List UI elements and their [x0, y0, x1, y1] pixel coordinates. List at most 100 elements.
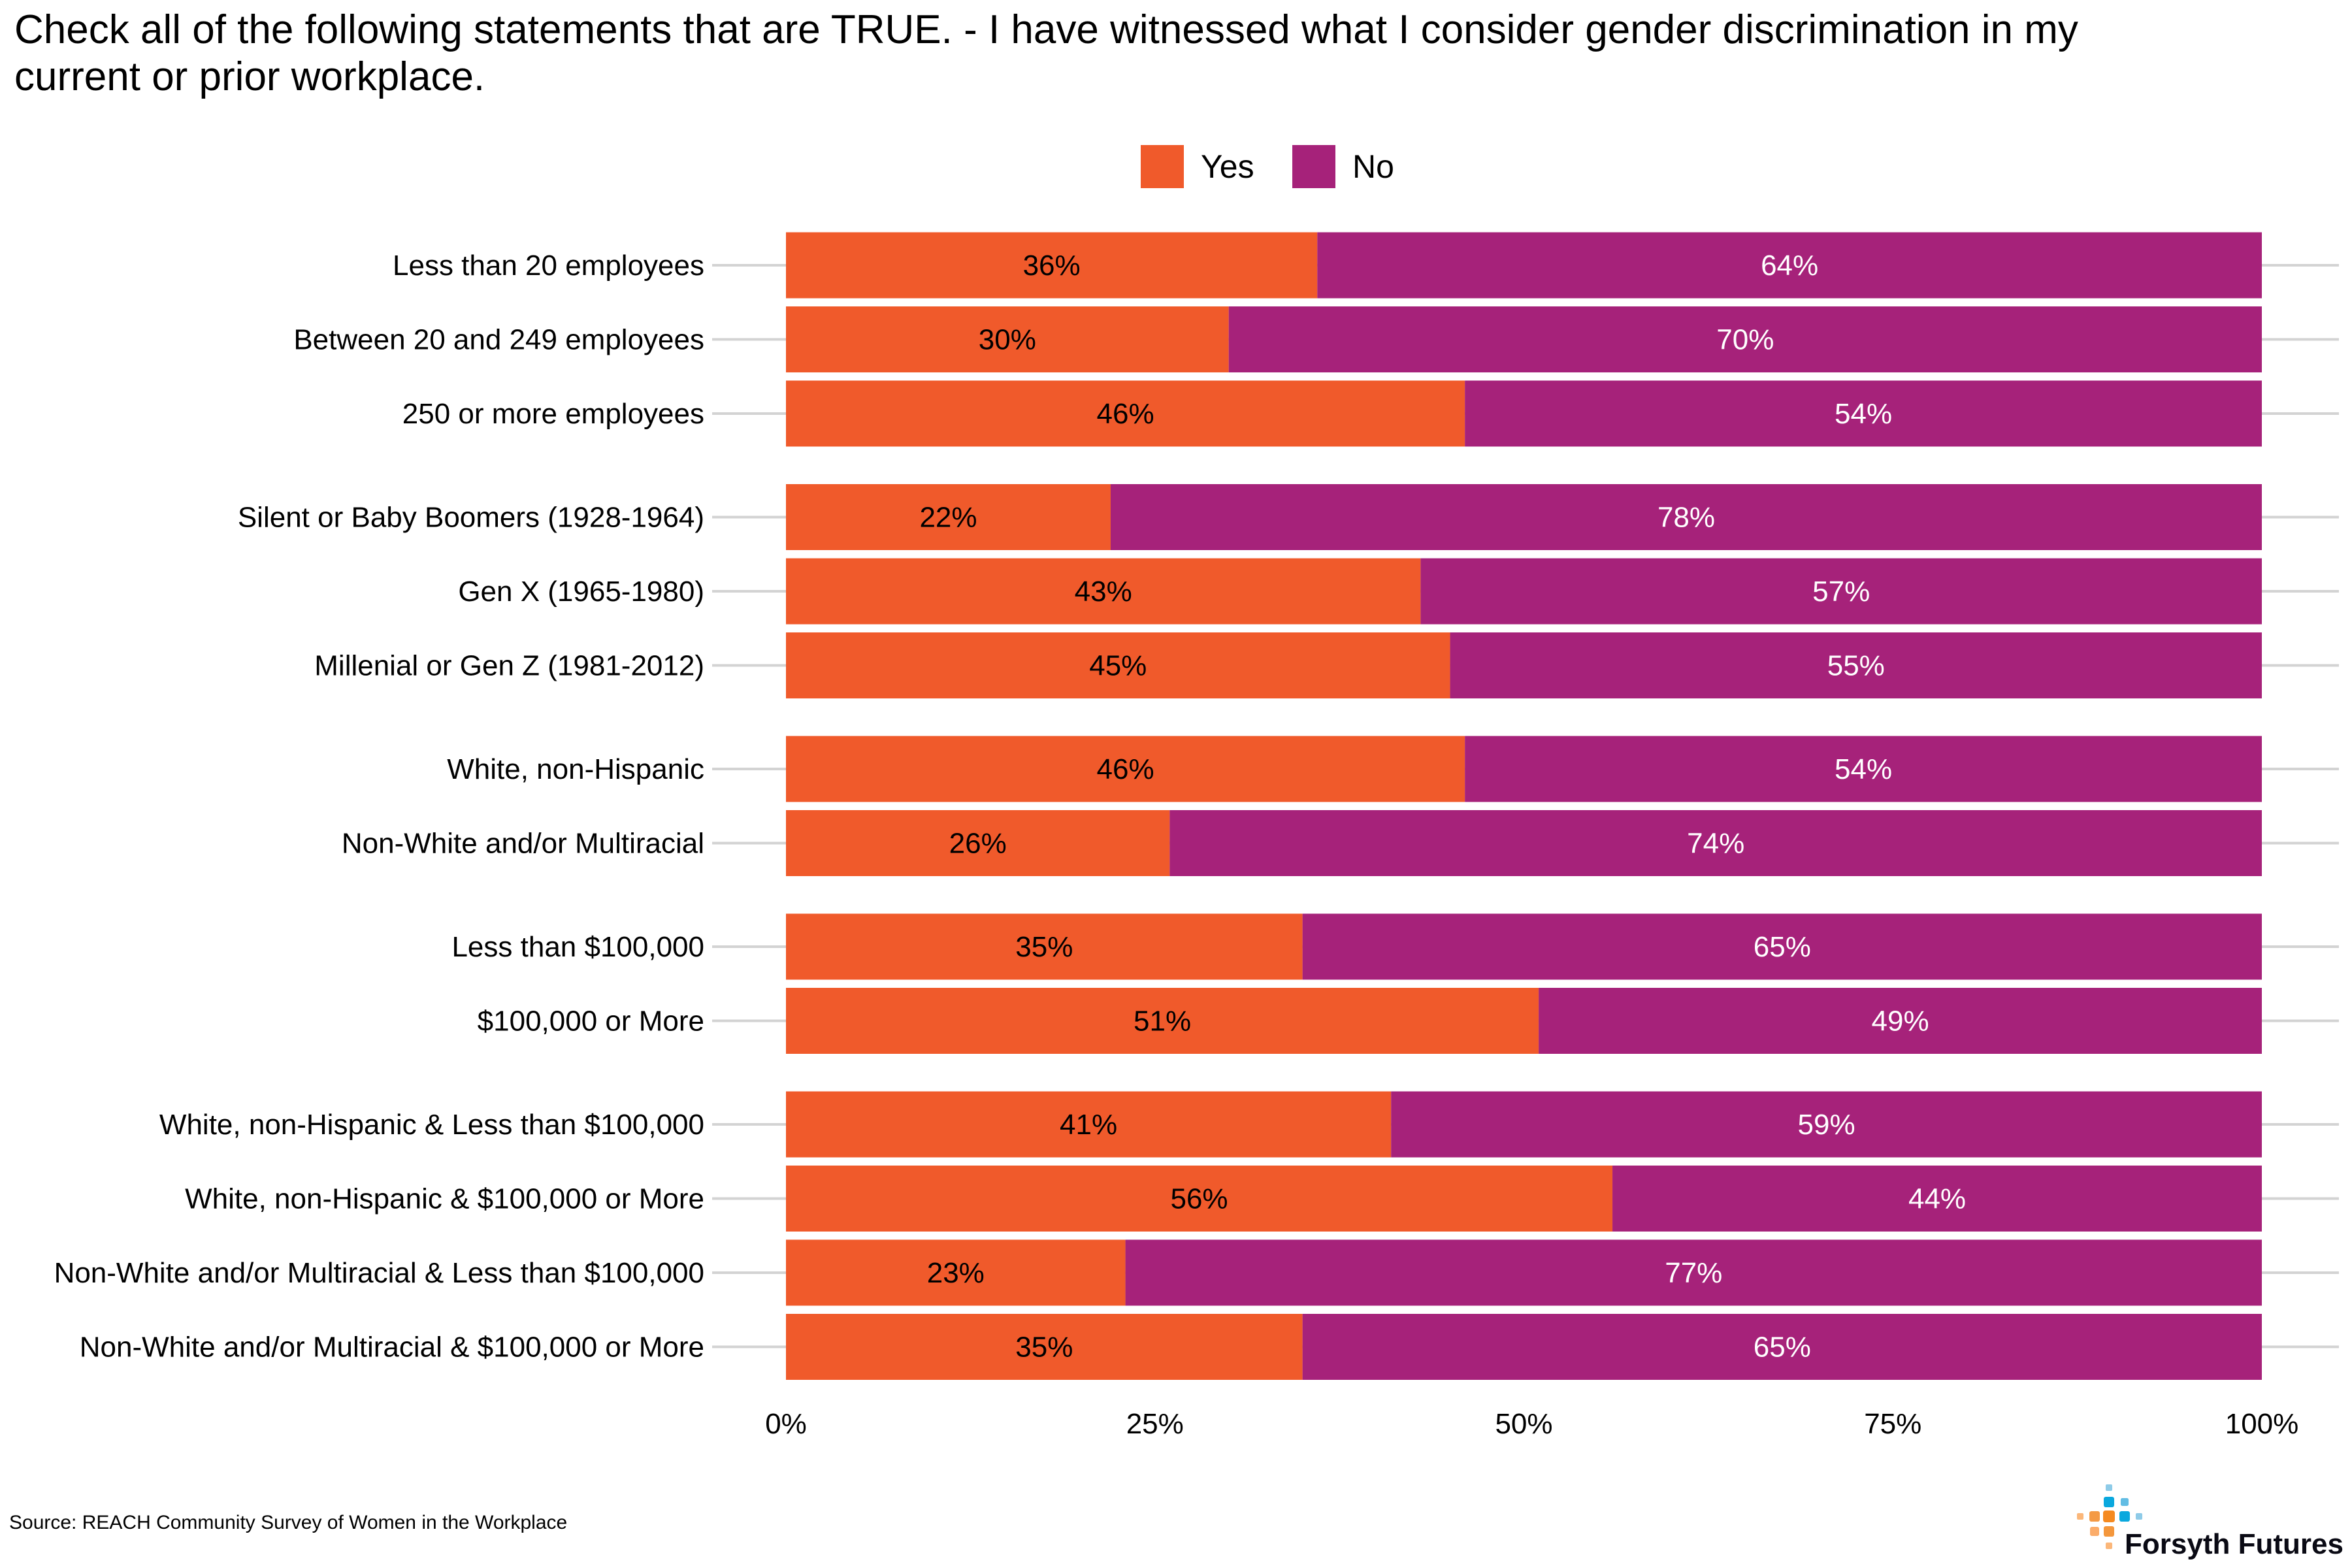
- logo-dot: [2090, 1527, 2099, 1536]
- logo-dot: [2089, 1511, 2100, 1522]
- data-label: 46%: [1097, 753, 1154, 785]
- data-label: 56%: [1170, 1183, 1228, 1215]
- legend-swatch-no: [1292, 145, 1335, 188]
- bar-yes: [786, 558, 1421, 625]
- data-label: 57%: [1812, 576, 1870, 608]
- legend: Yes No: [1141, 145, 1394, 188]
- bar-no: [1420, 558, 2262, 625]
- bar-yes: [786, 988, 1539, 1054]
- data-label: 51%: [1134, 1005, 1191, 1037]
- bar-yes: [786, 1091, 1392, 1158]
- bar-yes: [786, 484, 1111, 550]
- bar-no: [1302, 913, 2262, 980]
- bar-no: [1125, 1239, 2262, 1306]
- bar-yes: [786, 1239, 1126, 1306]
- x-tick-label: 25%: [1126, 1408, 1184, 1440]
- data-label: 65%: [1754, 931, 1811, 963]
- source-note: Source: REACH Community Survey of Women …: [9, 1512, 567, 1533]
- bar-no: [1465, 736, 2262, 802]
- data-label: 36%: [1023, 250, 1081, 282]
- data-label: 54%: [1835, 398, 1892, 430]
- data-label: 54%: [1835, 753, 1892, 785]
- logo-dot: [2106, 1543, 2112, 1549]
- data-label: 35%: [1015, 1331, 1073, 1364]
- bars: 36% 64% 30% 70% 46% 54% 22% 78% 43% 57% 45% 55% 46% 5…: [786, 232, 2262, 1380]
- forsyth-futures-logo: Forsyth Futures: [2077, 1484, 2344, 1560]
- bar-no: [1228, 306, 2262, 372]
- category-label: White, non-Hispanic & Less than $100,000: [159, 1109, 704, 1141]
- data-label: 23%: [927, 1257, 985, 1289]
- data-label: 46%: [1097, 398, 1154, 430]
- bar-no: [1110, 484, 2262, 550]
- legend-label-yes: Yes: [1201, 148, 1254, 185]
- data-label: 70%: [1716, 324, 1774, 356]
- category-label: Millenial or Gen Z (1981-2012): [314, 650, 704, 682]
- logo-dot: [2104, 1497, 2114, 1507]
- data-label: 44%: [1908, 1183, 1966, 1215]
- logo-dot: [2104, 1526, 2114, 1537]
- logo-dot: [2077, 1513, 2083, 1520]
- category-label: Between 20 and 249 employees: [293, 324, 704, 356]
- data-label: 45%: [1089, 650, 1147, 682]
- bar-no: [1169, 810, 2262, 876]
- data-label: 77%: [1665, 1257, 1722, 1289]
- data-label: 26%: [949, 828, 1007, 860]
- bar-no: [1317, 232, 2262, 299]
- data-label: 59%: [1798, 1109, 1855, 1141]
- category-label: 250 or more employees: [402, 398, 704, 430]
- category-label: Non-White and/or Multiracial & $100,000 …: [80, 1331, 704, 1364]
- x-tick-label: 0%: [765, 1408, 807, 1440]
- x-tick-label: 75%: [1864, 1408, 1921, 1440]
- chart-title: Check all of the following statements th…: [14, 7, 2078, 99]
- category-label: Non-White and/or Multiracial: [342, 828, 704, 860]
- title-line: Check all of the following statements th…: [14, 7, 2078, 52]
- data-label: 74%: [1687, 828, 1744, 860]
- category-label: Gen X (1965-1980): [458, 576, 704, 608]
- bar-no: [1391, 1091, 2262, 1158]
- bar-yes: [786, 736, 1465, 802]
- category-label: Silent or Baby Boomers (1928-1964): [238, 502, 704, 534]
- x-axis-ticks: 0% 25% 50% 75% 100%: [765, 1408, 2298, 1440]
- title-line: current or prior workplace.: [14, 54, 485, 99]
- logo-dot: [2136, 1513, 2142, 1520]
- category-label: White, non-Hispanic: [447, 753, 704, 785]
- data-label: 78%: [1658, 502, 1715, 534]
- category-label: Non-White and/or Multiracial & Less than…: [54, 1257, 704, 1289]
- x-tick-label: 50%: [1495, 1408, 1552, 1440]
- data-label: 22%: [919, 502, 977, 534]
- logo-dot: [2103, 1511, 2115, 1522]
- bar-yes: [786, 632, 1450, 698]
- bar-no: [1450, 632, 2262, 698]
- bar-yes: [786, 1166, 1613, 1232]
- data-label: 30%: [979, 324, 1036, 356]
- data-label: 49%: [1872, 1005, 1929, 1037]
- logo-dot: [2121, 1498, 2129, 1506]
- bar-yes: [786, 306, 1229, 372]
- data-label: 64%: [1761, 250, 1818, 282]
- bar-no: [1539, 988, 2262, 1054]
- data-label: 55%: [1827, 650, 1885, 682]
- logo-text: Forsyth Futures: [2125, 1528, 2344, 1560]
- logo-dot: [2106, 1484, 2112, 1491]
- bar-yes: [786, 232, 1318, 299]
- y-axis-labels: Less than 20 employees Between 20 and 249…: [54, 250, 704, 1364]
- data-label: 65%: [1754, 1331, 1811, 1364]
- category-label: Less than $100,000: [451, 931, 704, 963]
- category-label: White, non-Hispanic & $100,000 or More: [185, 1183, 704, 1215]
- data-label: 41%: [1060, 1109, 1117, 1141]
- bar-yes: [786, 1314, 1303, 1380]
- bar-yes: [786, 810, 1170, 876]
- bar-no: [1302, 1314, 2262, 1380]
- legend-label-no: No: [1352, 148, 1394, 185]
- logo-dot: [2119, 1511, 2130, 1522]
- x-tick-label: 100%: [2225, 1408, 2299, 1440]
- bar-no: [1612, 1166, 2262, 1232]
- category-label: Less than 20 employees: [393, 250, 704, 282]
- category-label: $100,000 or More: [478, 1005, 704, 1037]
- bar-yes: [786, 380, 1465, 447]
- data-label: 35%: [1015, 931, 1073, 963]
- bar-yes: [786, 913, 1303, 980]
- data-label: 43%: [1075, 576, 1132, 608]
- legend-swatch-yes: [1141, 145, 1184, 188]
